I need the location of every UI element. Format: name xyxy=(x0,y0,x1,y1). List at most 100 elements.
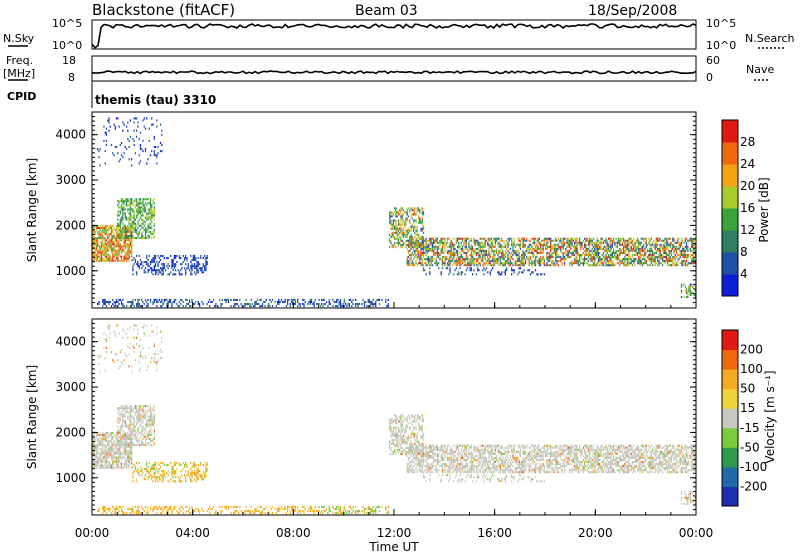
power-cell xyxy=(118,228,120,231)
power-cell xyxy=(509,260,512,263)
velocity-cell xyxy=(134,359,137,362)
power-cell xyxy=(584,243,586,246)
power-cell xyxy=(309,298,311,301)
power-cell xyxy=(599,252,601,255)
power-cell xyxy=(412,227,415,230)
power-cell xyxy=(157,146,159,149)
power-cell xyxy=(518,264,520,267)
velocity-cell xyxy=(144,444,147,447)
velocity-cell xyxy=(94,462,96,465)
power-cell xyxy=(129,241,132,244)
power-cell xyxy=(115,227,118,230)
velocity-cell xyxy=(108,444,110,447)
power-cell xyxy=(129,218,132,221)
power-cell xyxy=(124,251,126,254)
power-cell xyxy=(573,241,576,244)
power-cell xyxy=(132,235,134,238)
power-cell xyxy=(425,258,427,261)
power-cell xyxy=(402,209,405,212)
power-cell xyxy=(399,223,401,226)
power-cell xyxy=(137,204,139,207)
velocity-cell xyxy=(131,436,133,439)
power-cell xyxy=(601,258,603,261)
power-cell xyxy=(177,269,179,272)
velocity-cell xyxy=(119,365,121,368)
velocity-cell xyxy=(151,431,153,434)
velocity-cell xyxy=(142,357,144,360)
power-cell xyxy=(497,241,499,244)
power-cell xyxy=(446,252,449,255)
power-cell xyxy=(147,226,149,229)
power-cell xyxy=(683,252,685,255)
power-cell xyxy=(538,241,540,244)
power-cell xyxy=(521,264,523,267)
power-cell xyxy=(449,262,451,265)
velocity-cell xyxy=(132,344,134,347)
velocity-cell xyxy=(113,456,115,459)
power-cell xyxy=(585,249,587,252)
power-cell xyxy=(541,239,543,242)
power-cell xyxy=(196,261,198,264)
velocity-cell xyxy=(132,474,134,477)
power-cell xyxy=(614,256,616,259)
power-cell xyxy=(633,260,635,263)
velocity-cell xyxy=(117,411,119,414)
power-cell xyxy=(487,254,489,257)
power-cell xyxy=(528,247,530,250)
power-cell xyxy=(102,251,104,254)
power-cell xyxy=(97,251,99,254)
power-cell xyxy=(120,239,123,242)
power-cell xyxy=(689,256,691,259)
velocity-cell xyxy=(105,464,108,467)
power-cell xyxy=(132,137,134,140)
power-cell xyxy=(136,208,138,211)
power-cell xyxy=(606,258,608,261)
power-cell xyxy=(127,218,129,221)
velocity-cell xyxy=(99,454,101,457)
power-cell xyxy=(688,254,690,257)
velocity-cell xyxy=(94,432,96,435)
power-cell xyxy=(343,305,345,308)
power-cell xyxy=(112,231,114,234)
power-cell xyxy=(154,154,157,157)
power-cell xyxy=(605,264,607,267)
power-cell xyxy=(523,254,525,257)
velocity-cell xyxy=(133,464,135,467)
power-cell xyxy=(528,258,530,261)
power-cell xyxy=(456,262,459,265)
velocity-cell xyxy=(153,431,155,434)
power-cell xyxy=(595,243,597,246)
power-cell xyxy=(133,305,135,308)
power-cell xyxy=(392,225,394,228)
power-cell xyxy=(638,249,640,252)
velocity-cell xyxy=(127,464,129,467)
power-cell xyxy=(109,247,111,250)
power-cell xyxy=(620,237,622,240)
power-cell xyxy=(572,262,574,265)
power-cell xyxy=(477,258,479,261)
power-cell xyxy=(141,232,143,235)
power-cell xyxy=(538,258,540,261)
power-cell xyxy=(669,260,671,263)
velocity-cell xyxy=(118,429,120,432)
power-cell xyxy=(391,246,393,249)
power-cell xyxy=(221,303,223,306)
power-cell xyxy=(123,255,125,258)
power-cell xyxy=(502,258,504,261)
power-cell xyxy=(470,247,473,250)
power-cell xyxy=(328,298,330,301)
power-cell xyxy=(99,235,101,238)
power-cell xyxy=(124,214,126,217)
power-cell xyxy=(589,252,591,255)
power-cell xyxy=(112,253,114,256)
power-cell xyxy=(688,285,690,288)
power-cell xyxy=(623,258,625,261)
power-cell xyxy=(230,305,232,308)
power-cell xyxy=(358,303,361,306)
power-cell xyxy=(126,243,128,246)
power-cell xyxy=(533,243,535,246)
power-cell xyxy=(493,237,495,240)
velocity-cell xyxy=(129,409,132,412)
power-cell xyxy=(429,247,431,250)
power-cell xyxy=(196,263,198,266)
